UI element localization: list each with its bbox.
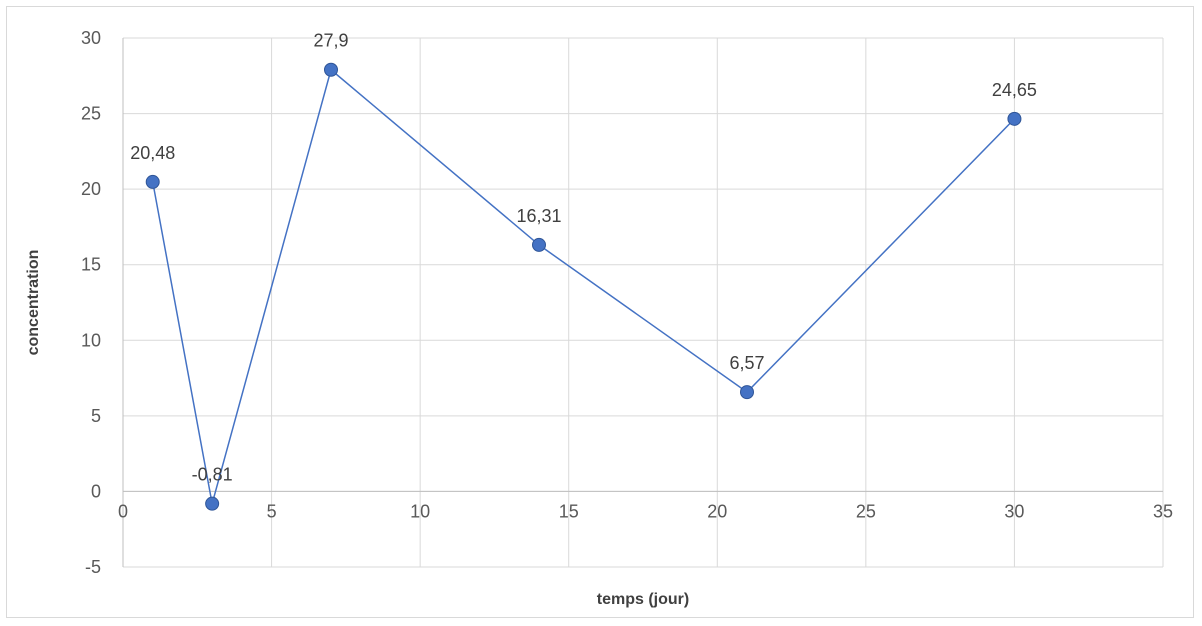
data-point xyxy=(205,496,220,511)
data-label: 6,57 xyxy=(729,353,764,373)
data-label: -0,81 xyxy=(192,465,233,485)
x-tick-label: 15 xyxy=(559,501,579,521)
x-tick-labels: 0 5 10 15 20 25 30 35 xyxy=(118,501,1173,521)
data-labels: 20,48 -0,81 27,9 16,31 6,57 24,65 xyxy=(130,31,1037,485)
data-point xyxy=(145,174,160,189)
x-tick-label: 30 xyxy=(1004,501,1024,521)
data-label: 24,65 xyxy=(992,80,1037,100)
chart-area xyxy=(6,6,1194,618)
gridlines xyxy=(122,37,1164,568)
y-tick-label: 0 xyxy=(91,481,101,501)
y-axis-title: concentration xyxy=(25,250,42,356)
y-tick-label: 20 xyxy=(81,179,101,199)
x-tick-label: 0 xyxy=(118,501,128,521)
series-line xyxy=(151,68,1015,504)
data-label: 20,48 xyxy=(130,143,175,163)
y-tick-label: 5 xyxy=(91,406,101,426)
data-points xyxy=(145,62,1022,511)
data-point xyxy=(1007,111,1022,126)
data-point xyxy=(740,385,754,400)
data-label: 16,31 xyxy=(516,206,561,226)
x-tick-label: 10 xyxy=(410,501,430,521)
data-point xyxy=(324,62,338,77)
x-axis-title: temps (jour) xyxy=(597,591,689,608)
x-tick-label: 25 xyxy=(856,501,876,521)
y-tick-label: 25 xyxy=(81,104,101,124)
y-tick-label: 10 xyxy=(81,330,101,350)
y-tick-label: -5 xyxy=(85,557,101,577)
y-tick-label: 15 xyxy=(81,255,101,275)
data-point xyxy=(532,237,546,252)
y-tick-labels: -5 0 5 10 15 20 25 30 xyxy=(81,28,101,577)
data-label: 27,9 xyxy=(313,31,348,51)
x-tick-label: 20 xyxy=(707,501,727,521)
x-tick-label: 5 xyxy=(267,501,277,521)
x-tick-label: 35 xyxy=(1153,501,1173,521)
y-tick-label: 30 xyxy=(81,28,101,48)
